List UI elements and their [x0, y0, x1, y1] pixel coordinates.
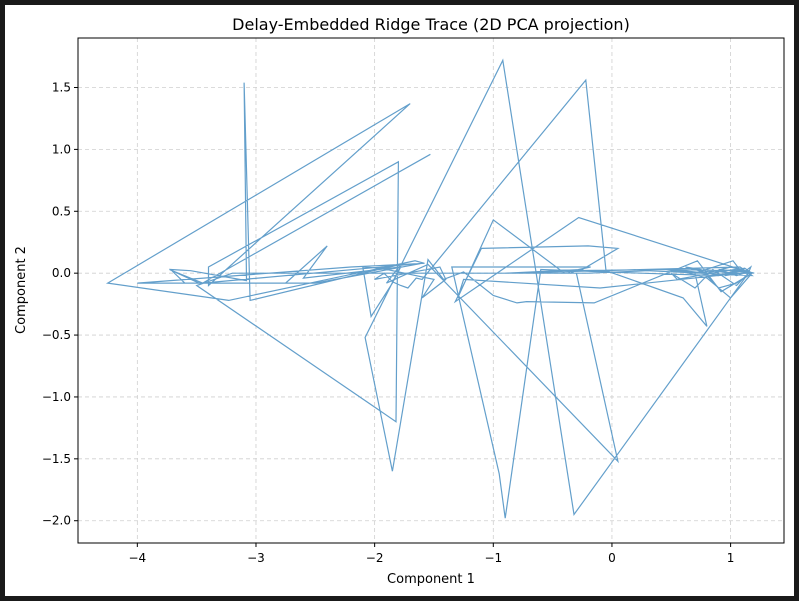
x-axis-ticks: −4 −3 −2 −1 0 1	[128, 543, 734, 565]
figure-canvas: Delay-Embedded Ridge Trace (2D PCA proje…	[5, 5, 794, 596]
y-axis-ticks: −2.0 −1.5 −1.0 −0.5 0.0 0.5 1.0 1.5	[42, 81, 78, 528]
x-tick-label: −1	[484, 551, 502, 565]
y-tick-label: 0.5	[52, 204, 71, 218]
axes-frame	[77, 37, 785, 544]
y-tick-label: 0.0	[52, 266, 71, 280]
grid-lines	[78, 38, 784, 543]
y-axis-label: Component 2	[14, 246, 29, 334]
chart-title: Delay-Embedded Ridge Trace (2D PCA proje…	[232, 15, 630, 34]
x-axis-label: Component 1	[387, 572, 475, 587]
y-tick-label: −0.5	[42, 328, 71, 342]
y-tick-label: −2.0	[42, 514, 71, 528]
x-tick-label: 1	[727, 551, 735, 565]
chart-svg: Delay-Embedded Ridge Trace (2D PCA proje…	[14, 15, 785, 587]
y-tick-label: 1.0	[52, 142, 71, 156]
series-group	[105, 58, 755, 519]
y-tick-label: 1.5	[52, 81, 71, 95]
y-tick-label: −1.5	[42, 452, 71, 466]
y-tick-label: −1.0	[42, 390, 71, 404]
trajectory-line	[105, 58, 755, 519]
x-tick-label: −2	[366, 551, 384, 565]
x-tick-label: 0	[608, 551, 616, 565]
x-tick-label: −4	[128, 551, 146, 565]
x-tick-label: −3	[247, 551, 265, 565]
